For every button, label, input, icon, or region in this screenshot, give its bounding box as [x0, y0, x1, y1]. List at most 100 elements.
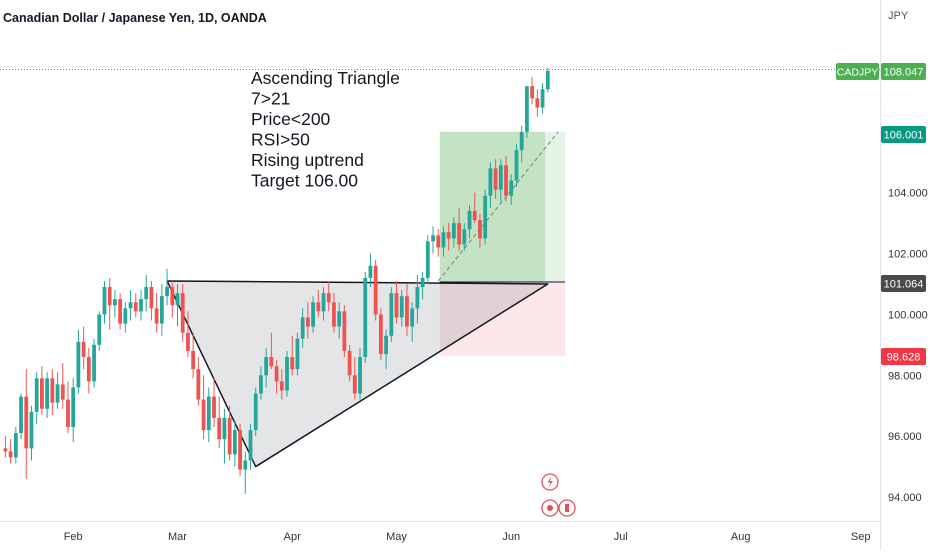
candle: [347, 344, 352, 382]
candle: [415, 274, 420, 324]
x-tick-label: Apr: [284, 531, 301, 543]
candle: [24, 369, 29, 479]
candle: [29, 405, 34, 461]
candle: [384, 329, 388, 370]
candle: [186, 311, 190, 358]
candle-body: [274, 366, 279, 382]
candle: [154, 293, 159, 333]
candle: [519, 125, 524, 163]
candle-body: [248, 430, 253, 461]
entry-price-label: 101.064: [881, 275, 926, 292]
currency-label: JPY: [888, 10, 909, 22]
candle-body: [264, 357, 269, 376]
candle: [378, 308, 383, 361]
candle-body: [34, 378, 39, 412]
x-tick-label: Sep: [851, 531, 871, 543]
candle-body: [76, 341, 81, 388]
candle: [363, 271, 368, 364]
candle: [180, 283, 185, 342]
candle-body: [540, 89, 545, 108]
annotation-line: Price<200: [251, 109, 331, 129]
candle: [352, 357, 357, 400]
candle-body: [154, 308, 159, 324]
candle: [159, 283, 164, 336]
candle-body: [113, 299, 117, 306]
trend-line: [437, 131, 559, 282]
triangle-pattern: [166, 280, 549, 468]
candle-body: [269, 357, 274, 367]
candle-body: [295, 338, 300, 370]
candle-body: [81, 341, 86, 358]
candle: [92, 338, 96, 388]
candle-body: [279, 381, 284, 391]
stop-price-label: 98.628: [881, 348, 926, 365]
candle: [462, 223, 467, 251]
candle-body: [441, 232, 446, 248]
candle-body: [19, 396, 23, 434]
dividend-event-icon[interactable]: [541, 473, 559, 491]
x-tick-label: Jul: [614, 531, 628, 543]
candle-body: [368, 265, 373, 278]
candle: [530, 77, 535, 105]
candle: [342, 305, 347, 358]
candle: [274, 360, 279, 394]
candle-body: [305, 317, 310, 327]
entry-price-value: 101.064: [884, 279, 924, 291]
candle-body: [493, 168, 498, 190]
candle-body: [300, 317, 305, 339]
y-tick-label: 104.000: [888, 188, 928, 200]
candle: [399, 290, 404, 327]
candle-body: [97, 314, 102, 345]
candle: [498, 159, 503, 202]
annotation-line: RSI>50: [251, 130, 310, 150]
candle: [3, 436, 8, 458]
candle: [285, 350, 289, 397]
candle: [71, 378, 76, 443]
candle: [436, 229, 441, 257]
candle-body: [201, 399, 206, 431]
candle-body: [133, 302, 138, 312]
candle-body: [420, 277, 425, 288]
candle: [175, 283, 180, 327]
candle: [420, 271, 425, 300]
candle: [97, 311, 102, 351]
x-tick-label: Feb: [64, 531, 83, 543]
x-tick-label: Jun: [502, 531, 520, 543]
candle: [467, 204, 472, 239]
candle-body: [405, 296, 409, 327]
y-tick-label: 102.000: [888, 249, 928, 261]
candle: [264, 347, 269, 388]
candle-body: [415, 287, 420, 309]
candle-body: [55, 384, 60, 403]
candle: [60, 363, 65, 409]
candle: [40, 366, 44, 415]
candle-body: [50, 378, 55, 403]
candle: [34, 372, 39, 424]
candle: [196, 357, 201, 406]
candle-body: [60, 384, 65, 400]
candle: [238, 423, 242, 476]
x-tick-label: Mar: [168, 531, 187, 543]
candle-body: [232, 430, 237, 455]
candle: [113, 290, 117, 318]
loss-zone: [439, 282, 565, 357]
candle-body: [358, 357, 362, 394]
candle-body: [342, 311, 347, 351]
candle-body: [519, 131, 524, 151]
candle: [170, 280, 175, 318]
economic-events-icon[interactable]: [541, 499, 576, 517]
last-price-label: CADJPY 108.047: [836, 63, 926, 80]
candle-body: [118, 299, 123, 324]
profit-zone: [439, 131, 565, 283]
candle: [488, 162, 493, 208]
candle: [451, 217, 456, 248]
candle: [212, 378, 216, 428]
candle: [509, 174, 514, 205]
candle: [368, 253, 373, 288]
candle-body: [8, 451, 13, 458]
candle-body: [394, 293, 399, 318]
candle: [128, 290, 133, 321]
candle: [8, 439, 13, 464]
candle-body: [196, 369, 201, 400]
